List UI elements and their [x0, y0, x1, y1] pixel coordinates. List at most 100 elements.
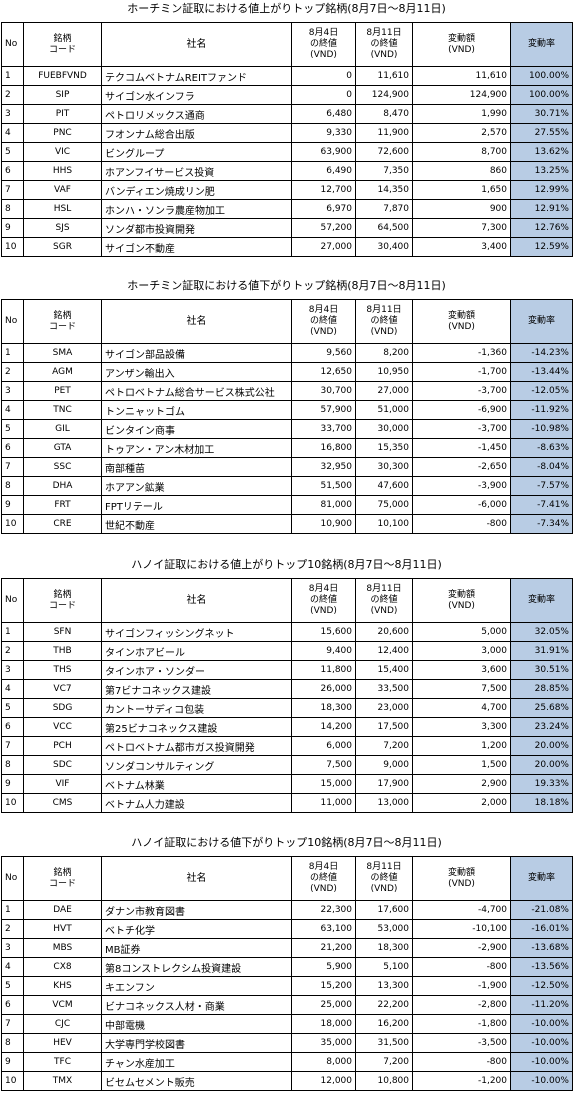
cell: 13,300	[355, 976, 413, 996]
cell: ペトロベトナム総合サービス株式公社	[101, 381, 292, 401]
cell: 20.00%	[510, 755, 573, 775]
cell: 5,000	[412, 622, 511, 642]
data-row: 1 FUEBFVND テクコムベトナムREITファンド 0 11,610 11,610 10…	[1, 66, 573, 86]
cell: ホンハ・ソンラ農産物加工	[101, 199, 292, 219]
cell: 20.00%	[510, 736, 573, 756]
cell: SMA	[23, 343, 102, 363]
cell: 2	[1, 85, 24, 105]
cell: 20,600	[355, 622, 413, 642]
cell: 9	[1, 774, 24, 794]
cell: アンザン輸出入	[101, 362, 292, 382]
cell: バンディエン焼成リン肥	[101, 180, 292, 200]
cell: 4	[1, 957, 24, 977]
cell: 75,000	[355, 495, 413, 515]
table-section: ハノイ証取における値下がりトップ10銘柄(8月7日～8月11日) No 銘柄 コード…	[1, 834, 573, 1091]
cell: 100.00%	[510, 66, 573, 86]
cell: 32.05%	[510, 622, 573, 642]
cell: 11,800	[291, 660, 356, 680]
cell: サイゴンフィッシングネット	[101, 622, 292, 642]
cell: -13.68%	[510, 938, 573, 958]
cell: 3	[1, 660, 24, 680]
cell: 28.85%	[510, 679, 573, 699]
cell: 5	[1, 419, 24, 439]
data-row: 6 HHS ホアンフイサービス投資 6,490 7,350 860 13.25%	[1, 161, 573, 181]
data-row: 4 CX8 第8コンストレクシム投資建設 5,900 5,100 -800 -13.56%	[1, 957, 573, 977]
cell: 14,350	[355, 180, 413, 200]
cell: 世紀不動産	[101, 514, 292, 534]
data-row: 10 SGR サイゴン不動産 27,000 30,400 3,400 12.59%	[1, 237, 573, 257]
table-section: ホーチミン証取における値下がりトップ銘柄(8月7日～8月11日) No 銘柄 コード…	[1, 277, 573, 534]
header-row: No 銘柄 コード 社名 8月4日 の終値 (VND) 8月11日 の終値 (VND) 変…	[1, 856, 573, 901]
cell: 10,900	[291, 514, 356, 534]
cell: 51,500	[291, 476, 356, 496]
cell: 30,300	[355, 457, 413, 477]
cell: DAE	[23, 900, 102, 920]
cell: 12,700	[291, 180, 356, 200]
cell: -1,700	[412, 362, 511, 382]
stock-table: No 銘柄 コード 社名 8月4日 の終値 (VND) 8月11日 の終値 (VND) 変…	[1, 578, 573, 813]
cell: 1	[1, 900, 24, 920]
table-section: ホーチミン証取における値上がりトップ銘柄(8月7日～8月11日) No 銘柄 コード…	[1, 0, 573, 257]
cell: -10.00%	[510, 1033, 573, 1053]
cell: 30,000	[355, 419, 413, 439]
cell: 4,700	[412, 698, 511, 718]
cell: ビナコネックス人材・商業	[101, 995, 292, 1015]
cell: 2	[1, 919, 24, 939]
cell: CRE	[23, 514, 102, 534]
cell: 12.99%	[510, 180, 573, 200]
cell: -1,450	[412, 438, 511, 458]
cell: 57,900	[291, 400, 356, 420]
cell: -4,700	[412, 900, 511, 920]
cell: -1,200	[412, 1071, 511, 1091]
header-row: No 銘柄 コード 社名 8月4日 の終値 (VND) 8月11日 の終値 (VND) 変…	[1, 299, 573, 344]
cell: 12.76%	[510, 218, 573, 238]
header-cell: 変動額 (VND)	[412, 578, 511, 623]
cell: 10	[1, 1071, 24, 1091]
cell: FPTリテール	[101, 495, 292, 515]
cell: タインホア・ソンダー	[101, 660, 292, 680]
data-row: 4 TNC トンニャットゴム 57,900 51,000 -6,900 -11.92%	[1, 400, 573, 420]
cell: -6,900	[412, 400, 511, 420]
cell: DHA	[23, 476, 102, 496]
cell: 10,100	[355, 514, 413, 534]
cell: ビングループ	[101, 142, 292, 162]
cell: ベトナム人力建設	[101, 793, 292, 813]
cell: 14,200	[291, 717, 356, 737]
cell: -11.20%	[510, 995, 573, 1015]
cell: 18,000	[291, 1014, 356, 1034]
cell: -8.04%	[510, 457, 573, 477]
cell: VCC	[23, 717, 102, 737]
cell: HHS	[23, 161, 102, 181]
cell: 8	[1, 199, 24, 219]
cell: 30,400	[355, 237, 413, 257]
cell: 7,500	[412, 679, 511, 699]
cell: 6	[1, 438, 24, 458]
cell: 72,600	[355, 142, 413, 162]
cell: 5,900	[291, 957, 356, 977]
cell: 30.51%	[510, 660, 573, 680]
cell: 33,700	[291, 419, 356, 439]
cell: 8,470	[355, 104, 413, 124]
cell: -10.00%	[510, 1014, 573, 1034]
cell: サイゴン不動産	[101, 237, 292, 257]
cell: 25,000	[291, 995, 356, 1015]
data-row: 1 SFN サイゴンフィッシングネット 15,600 20,600 5,000 32.05%	[1, 622, 573, 642]
data-row: 2 HVT ベトチ化学 63,100 53,000 -10,100 -16.01%	[1, 919, 573, 939]
cell: -21.08%	[510, 900, 573, 920]
cell: 13.62%	[510, 142, 573, 162]
cell: ベトチ化学	[101, 919, 292, 939]
cell: 31.91%	[510, 641, 573, 661]
header-cell: 社名	[101, 22, 292, 67]
cell: 第8コンストレクシム投資建設	[101, 957, 292, 977]
stock-table: No 銘柄 コード 社名 8月4日 の終値 (VND) 8月11日 の終値 (VND) 変…	[1, 856, 573, 1091]
cell: CJC	[23, 1014, 102, 1034]
cell: 11,900	[355, 123, 413, 143]
cell: フオンナム総合出版	[101, 123, 292, 143]
cell: 15,400	[355, 660, 413, 680]
cell: 30.71%	[510, 104, 573, 124]
cell: 18,300	[291, 698, 356, 718]
header-cell: 8月4日 の終値 (VND)	[291, 299, 356, 344]
cell: ベトナム林業	[101, 774, 292, 794]
cell: トゥアン・アン木材加工	[101, 438, 292, 458]
data-row: 6 GTA トゥアン・アン木材加工 16,800 15,350 -1,450 -8.63%	[1, 438, 573, 458]
